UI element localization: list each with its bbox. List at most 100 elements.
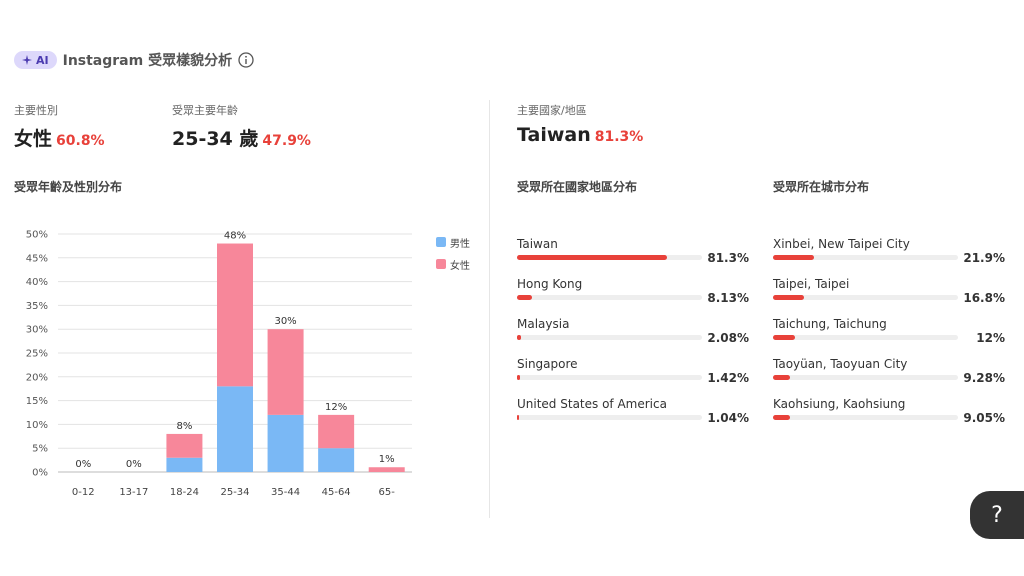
ai-badge: AI (14, 51, 57, 69)
city-bar-track (773, 295, 958, 300)
y-tick-label: 45% (26, 253, 48, 264)
x-tick-label: 45-64 (322, 487, 351, 498)
city-row: Kaohsiung, Kaohsiung 9.05% (773, 397, 1005, 437)
city-row: Xinbei, New Taipei City 21.9% (773, 237, 1005, 277)
age-value: 25-34 歲 (172, 128, 259, 150)
city-section-title: 受眾所在城市分布 (773, 180, 870, 194)
x-tick-label: 0-12 (72, 487, 95, 498)
city-name: Taichung, Taichung (773, 317, 887, 331)
bar-segment-female (166, 433, 203, 458)
gender-pct: 60.8% (56, 133, 105, 149)
bar-total-label: 8% (176, 421, 192, 432)
x-tick-label: 18-24 (170, 487, 199, 498)
country-pct: 2.08% (707, 331, 749, 345)
city-bar-track (773, 255, 958, 260)
country-pct: 8.13% (707, 291, 749, 305)
legend-female[interactable]: 女性 (436, 258, 470, 272)
bar-segment-female (217, 243, 253, 387)
gender-stat: 女性 60.8% (14, 124, 105, 151)
country-bar-fill (517, 255, 668, 260)
bar-total-label: 0% (126, 459, 142, 470)
bar-segment-female (267, 329, 304, 415)
bar-total-label: 48% (224, 231, 246, 242)
country-name: Hong Kong (517, 277, 583, 291)
country-bar-track (517, 375, 702, 380)
y-tick-label: 50% (26, 230, 48, 241)
legend-male-label: 男性 (450, 238, 470, 250)
bar-total-label: 12% (325, 402, 347, 413)
city-row: Taoyüan, Taoyuan City 9.28% (773, 357, 1005, 397)
x-tick-label: 25-34 (220, 487, 249, 498)
info-icon[interactable] (238, 52, 254, 68)
country-pct: 81.3% (707, 251, 749, 265)
age-label: 受眾主要年齡 (172, 104, 238, 117)
country-distribution-list: Taiwan 81.3% Hong Kong 8.13% Malaysia 2.08% Si… (517, 237, 749, 437)
card-title: Instagram 受眾樣貌分析 (62, 53, 233, 69)
country-bar-fill (517, 335, 521, 340)
y-tick-label: 30% (26, 325, 48, 336)
y-tick-label: 5% (32, 444, 48, 455)
legend-male[interactable]: 男性 (436, 236, 470, 250)
city-bar-track (773, 335, 958, 340)
country-name: Taiwan (517, 237, 558, 251)
age-gender-chart: 0% 5% 10% 15% 20% 25% 30% 35% 40% 45% 50% 0% 0-12 0% 1… (26, 230, 412, 498)
age-gender-section-title: 受眾年齡及性別分布 (14, 180, 123, 194)
city-pct: 9.28% (963, 371, 1005, 385)
bar-segment-male (166, 457, 203, 472)
y-tick-label: 0% (32, 468, 48, 479)
x-tick-label: 35-44 (271, 487, 300, 498)
ai-badge-label: AI (36, 53, 49, 67)
country-bar-fill (517, 415, 520, 420)
country-section-title: 受眾所在國家地區分布 (517, 180, 638, 194)
city-bar-fill (773, 415, 790, 420)
column-divider (489, 100, 490, 518)
city-name: Xinbei, New Taipei City (773, 237, 910, 251)
city-pct: 16.8% (963, 291, 1005, 305)
country-row: Hong Kong 8.13% (517, 277, 749, 317)
city-row: Taipei, Taipei 16.8% (773, 277, 1005, 317)
bar-segment-male (318, 448, 355, 472)
country-bar-track (517, 415, 702, 420)
bar-segment-female (368, 467, 405, 472)
country-row: Malaysia 2.08% (517, 317, 749, 357)
chart-legend: 男性 女性 (436, 236, 470, 280)
legend-female-swatch (436, 259, 446, 269)
age-pct: 47.9% (262, 133, 311, 149)
city-bar-fill (773, 295, 805, 300)
country-name: Singapore (517, 357, 578, 371)
country-row: Taiwan 81.3% (517, 237, 749, 277)
y-tick-label: 20% (26, 372, 48, 383)
bar-segment-female (318, 414, 355, 449)
country-value: Taiwan (517, 124, 591, 146)
country-bar-track (517, 295, 702, 300)
legend-female-label: 女性 (450, 260, 470, 272)
y-tick-label: 40% (26, 277, 48, 288)
country-row: United States of America 1.04% (517, 397, 749, 437)
country-bar-fill (517, 295, 533, 300)
city-bar-track (773, 375, 958, 380)
help-button[interactable]: ? (970, 491, 1024, 539)
bar-total-label: 30% (274, 316, 296, 327)
city-name: Taoyüan, Taoyuan City (773, 357, 908, 371)
y-tick-label: 10% (26, 420, 48, 431)
bar-total-label: 0% (75, 459, 91, 470)
country-name: Malaysia (517, 317, 570, 331)
gender-label: 主要性別 (14, 104, 58, 117)
y-tick-label: 35% (26, 301, 48, 312)
city-distribution-list: Xinbei, New Taipei City 21.9% Taipei, Taip… (773, 237, 1005, 437)
help-button-label: ? (991, 502, 1003, 528)
city-bar-fill (773, 335, 796, 340)
city-pct: 9.05% (963, 411, 1005, 425)
country-label: 主要國家/地區 (517, 104, 587, 117)
country-stat: Taiwan 81.3% (517, 124, 643, 146)
y-tick-label: 25% (26, 349, 48, 360)
city-bar-fill (773, 255, 814, 260)
city-row: Taichung, Taichung 12% (773, 317, 1005, 357)
country-pct: 1.04% (707, 411, 749, 425)
sparkle-icon (22, 55, 32, 65)
bottom-background (0, 530, 1024, 576)
gender-value: 女性 (14, 128, 53, 150)
top-background (0, 0, 1024, 43)
city-bar-fill (773, 375, 791, 380)
city-name: Taipei, Taipei (773, 277, 850, 291)
